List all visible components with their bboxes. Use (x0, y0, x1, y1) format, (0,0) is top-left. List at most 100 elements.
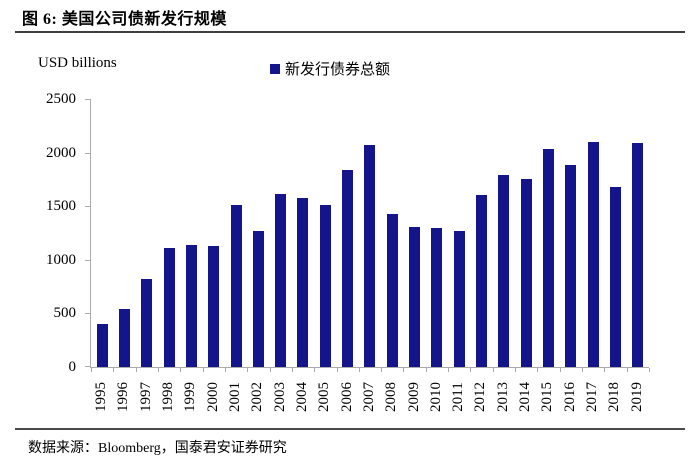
bar-slot (403, 226, 425, 367)
x-tick-label: 2013 (494, 382, 511, 412)
x-label-slot: 2007 (358, 372, 380, 422)
bar-2000 (208, 245, 220, 367)
bar-2014 (520, 179, 532, 367)
x-label-slot: 2016 (559, 372, 581, 422)
y-tick-mark (85, 313, 91, 315)
x-tick-mark (314, 368, 316, 372)
x-tick-label: 2002 (249, 382, 266, 412)
x-tick-mark (515, 368, 517, 372)
y-tick-mark (85, 206, 91, 208)
x-label-slot: 2001 (224, 372, 246, 422)
bar-slot (627, 142, 649, 367)
x-tick-mark (492, 368, 494, 372)
x-tick-label: 2012 (472, 382, 489, 412)
x-label-slot: 2018 (603, 372, 625, 422)
y-tick-label: 2500 (46, 91, 76, 107)
bar-1997 (141, 279, 153, 367)
bar-slot (225, 205, 247, 367)
x-tick-label: 1999 (182, 382, 199, 412)
bar-slot (113, 309, 135, 367)
x-label-slot: 1998 (157, 372, 179, 422)
x-tick-mark (157, 368, 159, 372)
x-tick-mark (180, 368, 182, 372)
y-tick-mark (85, 259, 91, 261)
x-tick-label: 2005 (316, 382, 333, 412)
x-label-slot: 2000 (202, 372, 224, 422)
y-tick-label: 2000 (46, 144, 76, 161)
x-tick-mark (403, 368, 405, 372)
bar-2006 (342, 169, 354, 367)
y-tick-label: 1000 (46, 251, 76, 268)
x-tick-label: 2008 (383, 382, 400, 412)
x-tick-mark (649, 368, 650, 372)
x-label-slot: 2014 (514, 372, 536, 422)
bar-2003 (275, 194, 287, 367)
bar-2015 (542, 149, 554, 367)
x-tick-label: 2017 (584, 382, 601, 412)
chart-area: 0 500 1000 1500 2000 2500 (0, 91, 700, 375)
y-tick-mark (85, 99, 91, 100)
bar-1999 (185, 244, 197, 367)
x-tick-label: 2007 (360, 382, 377, 412)
bar-2009 (409, 226, 421, 367)
x-label-slot: 2008 (380, 372, 402, 422)
bar-1995 (96, 324, 108, 367)
x-tick-label: 2011 (450, 382, 467, 412)
x-tick-label: 2016 (561, 382, 578, 412)
x-tick-label: 2004 (293, 382, 310, 412)
x-tick-mark (425, 368, 427, 372)
bar-slot (359, 145, 381, 367)
bar-slot (270, 194, 292, 367)
x-tick-mark (113, 368, 115, 372)
x-label-slot: 2013 (492, 372, 514, 422)
bar-slot (470, 195, 492, 367)
x-tick-mark (381, 368, 383, 372)
y-tick-mark (85, 366, 91, 367)
x-label-slot: 2002 (246, 372, 268, 422)
x-tick-mark (135, 368, 137, 372)
x-label-slot: 2005 (313, 372, 335, 422)
x-tick-label: 2000 (204, 382, 221, 412)
bar-2017 (587, 141, 599, 367)
x-tick-label: 1995 (93, 382, 110, 412)
x-tick-label: 2019 (628, 382, 645, 412)
x-tick-mark (582, 368, 584, 372)
legend-swatch-icon (270, 63, 280, 74)
x-tick-label: 2010 (427, 382, 444, 412)
y-tick-mark (85, 152, 91, 154)
bar-2004 (297, 197, 309, 367)
x-tick-mark (448, 368, 450, 372)
x-tick-label: 2014 (517, 382, 534, 412)
legend: 新发行债券总额 (270, 58, 390, 79)
bar-2005 (319, 205, 331, 367)
bar-slot (582, 141, 604, 367)
bar-2019 (632, 142, 644, 367)
x-tick-mark (247, 368, 249, 372)
x-label-slot: 1997 (135, 372, 157, 422)
x-label-slot: 2009 (402, 372, 424, 422)
x-tick-label: 1997 (137, 382, 154, 412)
x-label-slot: 2004 (291, 372, 313, 422)
bars (91, 99, 649, 367)
x-tick-mark (91, 368, 92, 372)
bar-2018 (609, 186, 621, 367)
bar-1998 (163, 248, 175, 367)
x-tick-mark (559, 368, 561, 372)
figure-title: 图 6: 美国公司债新发行规模 (22, 11, 227, 28)
x-tick-mark (269, 368, 271, 372)
bar-slot (91, 324, 113, 367)
y-axis-unit-label: USD billions (38, 55, 117, 71)
bar-slot (448, 230, 470, 367)
bar-slot (292, 197, 314, 367)
bar-2012 (475, 195, 487, 367)
bar-slot (247, 230, 269, 367)
x-tick-label: 2001 (227, 382, 244, 412)
source-divider (15, 428, 685, 430)
x-label-slot: 1995 (90, 372, 112, 422)
x-tick-label: 2018 (606, 382, 623, 412)
x-tick-mark (604, 368, 606, 372)
source-text: 数据来源：Bloomberg，国泰君安证券研究 (28, 441, 287, 456)
bar-2013 (498, 175, 510, 367)
bar-slot (314, 205, 336, 367)
